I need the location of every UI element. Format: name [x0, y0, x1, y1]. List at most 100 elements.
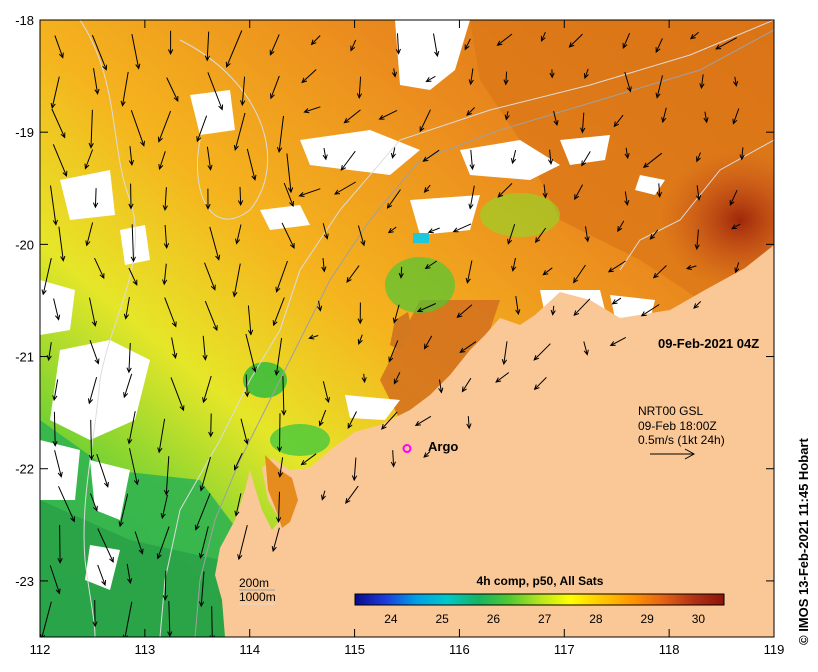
current-arrow: [469, 149, 475, 171]
current-arrow: [129, 448, 140, 486]
current-arrow: [624, 71, 632, 93]
current-arrow: [346, 265, 360, 283]
current-arrow: [391, 68, 397, 78]
current-arrow: [504, 111, 510, 121]
current-arrow: [237, 524, 248, 561]
depth-legend-200m: 200m: [239, 576, 269, 590]
current-arrow: [235, 224, 242, 245]
current-arrow: [85, 222, 94, 247]
current-arrow: [237, 186, 244, 207]
current-arrow: [422, 149, 440, 162]
current-legend-line2: 09-Feb 18:00Z: [638, 419, 717, 433]
current-arrow: [322, 223, 329, 240]
current-arrow: [276, 413, 283, 453]
green-patch: [385, 257, 455, 313]
current-arrow: [423, 451, 431, 458]
current-arrow: [553, 110, 559, 126]
current-arrow: [317, 300, 323, 312]
argo-marker-icon: [402, 444, 412, 454]
current-arrow: [233, 112, 246, 152]
current-arrow: [515, 296, 521, 316]
current-arrow: [568, 33, 583, 48]
current-arrow: [696, 152, 701, 163]
current-arrow: [655, 75, 663, 99]
current-arrow: [456, 304, 473, 319]
current-arrow: [198, 526, 209, 560]
current-arrow: [378, 109, 398, 120]
current-arrow: [497, 183, 513, 198]
current-arrow: [130, 224, 136, 263]
plot-area: [40, 20, 774, 637]
current-arrow: [91, 34, 108, 71]
current-arrow: [427, 227, 440, 234]
current-arrow: [655, 38, 663, 54]
current-arrow: [134, 531, 144, 555]
colorbar-tick-label: 28: [589, 612, 603, 626]
current-arrow: [171, 337, 178, 360]
depth-legend-1000m: 1000m: [239, 590, 276, 604]
current-arrow: [350, 39, 357, 52]
colorbar-tick-label: 24: [384, 612, 398, 626]
current-arrow: [40, 601, 52, 637]
current-arrow: [609, 336, 627, 347]
colorbar-tick-label: 26: [487, 612, 501, 626]
current-arrow: [167, 600, 173, 637]
current-arrow: [611, 297, 622, 305]
current-arrow: [534, 227, 547, 244]
y-tick-label: -23: [15, 574, 34, 589]
x-tick-label: 113: [134, 642, 155, 657]
current-arrow: [275, 260, 288, 293]
current-arrow: [126, 563, 133, 585]
current-arrow: [622, 33, 631, 49]
current-arrow: [414, 415, 432, 427]
current-arrow: [52, 379, 59, 402]
current-arrow: [642, 152, 663, 169]
current-arrow: [199, 456, 211, 492]
current-arrow: [92, 599, 98, 628]
current-arrow: [206, 146, 213, 171]
current-arrow: [393, 371, 401, 385]
current-arrow: [343, 109, 361, 124]
current-arrow: [550, 305, 556, 316]
current-arrow: [356, 76, 363, 100]
current-arrow: [130, 110, 145, 147]
current-arrow: [387, 226, 397, 234]
credit-text: © IMOS 13-Feb-2021 11:45 Hobart: [796, 438, 811, 645]
current-arrow: [123, 373, 133, 399]
current-arrow: [617, 220, 625, 233]
current-arrow: [388, 340, 399, 363]
current-arrow: [547, 149, 554, 165]
current-legend-line3: 0.5m/s (1kt 24h): [638, 433, 725, 447]
colorbar-tick-label: 30: [692, 612, 706, 626]
current-arrow: [202, 335, 208, 361]
land-mass: [215, 245, 774, 637]
current-arrow: [395, 33, 401, 55]
current-arrow: [318, 409, 327, 427]
current-arrow: [160, 494, 168, 520]
current-arrow: [392, 304, 400, 324]
current-arrow: [58, 486, 75, 523]
current-arrow: [170, 377, 185, 412]
current-arrow: [732, 76, 739, 87]
plot-frame: [39, 19, 775, 638]
argo-float: Argo: [402, 439, 458, 454]
current-arrow: [694, 229, 700, 251]
current-arrow: [270, 75, 280, 100]
x-tick-label: 116: [449, 642, 470, 657]
current-arrow: [240, 418, 249, 445]
colorbar-title: 4h comp, p50, All Sats: [477, 574, 604, 588]
current-arrow: [166, 77, 179, 103]
current-arrow: [583, 68, 589, 80]
date-label: 09-Feb-2021 04Z: [658, 336, 759, 351]
current-arrow: [274, 337, 283, 377]
current-arrow: [574, 184, 584, 201]
current-arrow: [232, 263, 241, 298]
current-arrow: [94, 257, 105, 280]
current-arrow: [452, 223, 472, 233]
current-arrow: [624, 191, 630, 207]
current-arrow: [162, 263, 168, 286]
current-arrow: [503, 71, 509, 86]
current-arrow: [84, 149, 94, 170]
current-arrow: [689, 32, 699, 40]
current-arrow: [54, 450, 63, 478]
